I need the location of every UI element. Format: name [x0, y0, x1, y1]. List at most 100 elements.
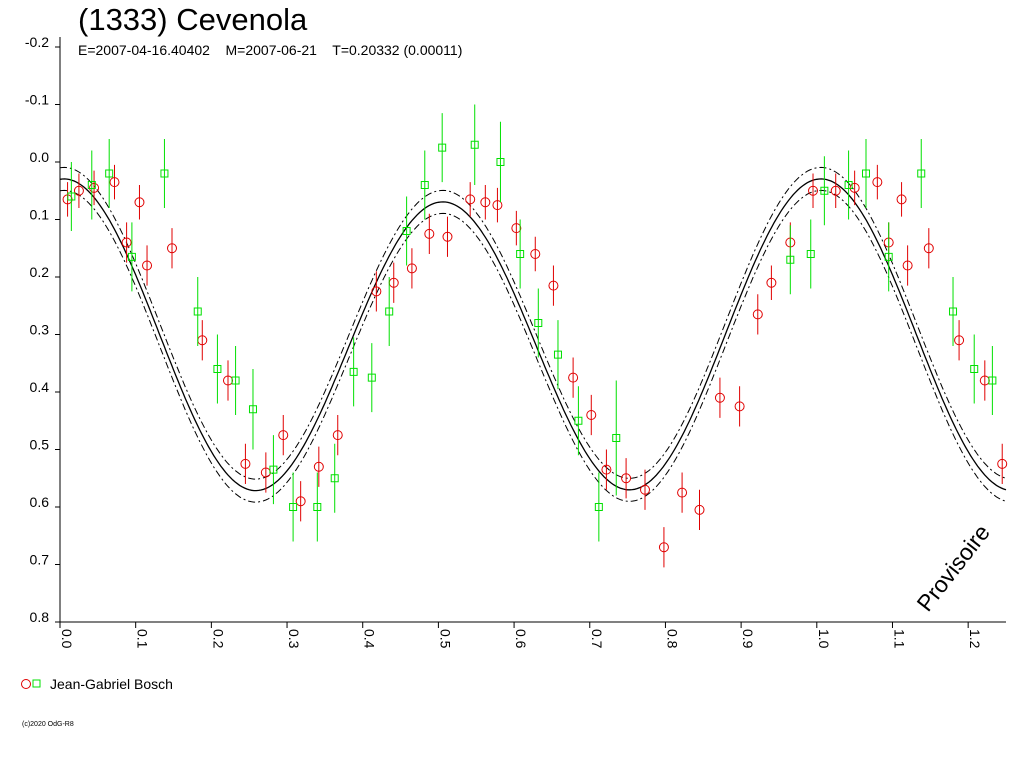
circle-point	[849, 182, 860, 193]
circle-point	[902, 260, 913, 271]
square-point	[884, 252, 893, 261]
legend-label: Jean-Gabriel Bosch	[50, 676, 173, 693]
square-point	[367, 373, 376, 382]
y-tick-label: 0.4	[30, 379, 50, 395]
circle-point	[766, 277, 777, 288]
circle-point	[492, 200, 503, 211]
circle-point	[442, 231, 453, 242]
circle-point	[89, 182, 100, 193]
y-tick-label: 0.3	[30, 322, 50, 338]
circle-point	[278, 430, 289, 441]
square-point	[949, 307, 958, 316]
x-tick-label: 1.2	[967, 629, 983, 649]
circle-point	[313, 461, 324, 472]
square-point	[861, 169, 870, 178]
square-point	[105, 169, 114, 178]
square-point	[806, 250, 815, 258]
x-tick-label: 0.4	[362, 629, 378, 649]
circle-point	[954, 335, 965, 346]
square-point	[269, 465, 278, 474]
circle-point	[548, 280, 559, 291]
square-point	[786, 255, 795, 264]
square-point	[87, 181, 96, 189]
square-point	[67, 192, 76, 201]
circle-point	[371, 286, 382, 297]
circle-point	[997, 458, 1008, 469]
circle-point	[121, 237, 132, 248]
square-point	[330, 474, 339, 483]
circle-point	[677, 487, 688, 498]
circle-point	[480, 197, 491, 208]
x-tick-label: 0.0	[59, 629, 75, 649]
legend: Jean-Gabriel Bosch	[20, 674, 173, 693]
x-tick-label: 0.8	[664, 629, 680, 649]
square-point	[213, 365, 222, 373]
y-axis: -0.2 -0.1 0.0 0.1 0.2 0.3 0.4 0.5 0.6 0.7 0.8	[25, 34, 60, 625]
square-point	[385, 307, 394, 316]
x-tick-label: 0.2	[210, 629, 226, 649]
circle-point	[830, 185, 841, 196]
circle-point	[872, 177, 883, 188]
circle-point	[109, 177, 120, 188]
x-tick-label: 0.1	[135, 629, 151, 649]
chart-title: (1333) Cevenola	[78, 2, 308, 37]
circle-point	[896, 194, 907, 205]
y-tick-label: 0.6	[30, 494, 50, 510]
square-point	[470, 140, 479, 149]
x-tick-label: 0.9	[740, 629, 756, 649]
square-point	[988, 376, 997, 385]
circle-point	[465, 194, 476, 205]
square-point	[313, 503, 322, 511]
circle-point	[142, 260, 153, 271]
y-tick-label: 0.5	[30, 437, 50, 453]
square-point	[516, 250, 525, 258]
y-tick-label: 0.2	[30, 264, 50, 280]
circle-point	[134, 197, 145, 208]
circle-point	[586, 410, 597, 420]
circle-point	[601, 464, 612, 475]
legend-circle-marker	[21, 679, 31, 690]
x-axis: 0.0 0.1 0.2 0.3 0.4 0.5 0.6 0.7 0.8 0.9 1.0 1.1 1.2	[59, 622, 983, 649]
circle-point	[73, 185, 84, 196]
circle-point	[332, 430, 343, 441]
square-point	[160, 169, 169, 178]
square-point	[402, 227, 411, 235]
square-point	[553, 350, 562, 359]
circle-point	[808, 185, 819, 196]
y-tick-label: -0.2	[25, 34, 49, 50]
circle-point	[734, 401, 745, 412]
circle-point	[295, 496, 306, 507]
circle-point	[923, 243, 934, 254]
square-point	[574, 416, 583, 425]
circle-point	[511, 223, 522, 234]
circle-point	[568, 372, 579, 383]
square-point	[349, 367, 358, 376]
y-tick-label: -0.1	[25, 92, 49, 108]
circle-point	[714, 392, 725, 403]
square-point	[127, 252, 136, 261]
provisional-watermark: Provisoire	[911, 519, 994, 616]
square-point	[438, 143, 447, 152]
square-point	[970, 365, 979, 373]
data-points	[62, 104, 1008, 568]
circle-point	[621, 473, 632, 484]
square-point	[594, 503, 603, 511]
circle-point	[240, 458, 251, 469]
square-point	[844, 181, 853, 189]
square-point	[917, 169, 926, 178]
circle-point	[752, 309, 763, 320]
copyright-note: (c)2020 OdG-R8	[22, 721, 74, 728]
square-point	[248, 405, 257, 414]
circle-point	[640, 484, 651, 495]
x-tick-label: 0.3	[286, 629, 302, 649]
legend-square-marker	[32, 679, 41, 688]
square-point	[534, 319, 543, 327]
circle-point	[167, 243, 178, 254]
square-point	[193, 307, 202, 316]
square-point	[496, 158, 505, 166]
circle-point	[530, 249, 541, 259]
circle-point	[406, 263, 417, 274]
square-point	[231, 376, 240, 385]
y-tick-label: 0.7	[30, 552, 50, 568]
legend-markers	[21, 679, 41, 690]
